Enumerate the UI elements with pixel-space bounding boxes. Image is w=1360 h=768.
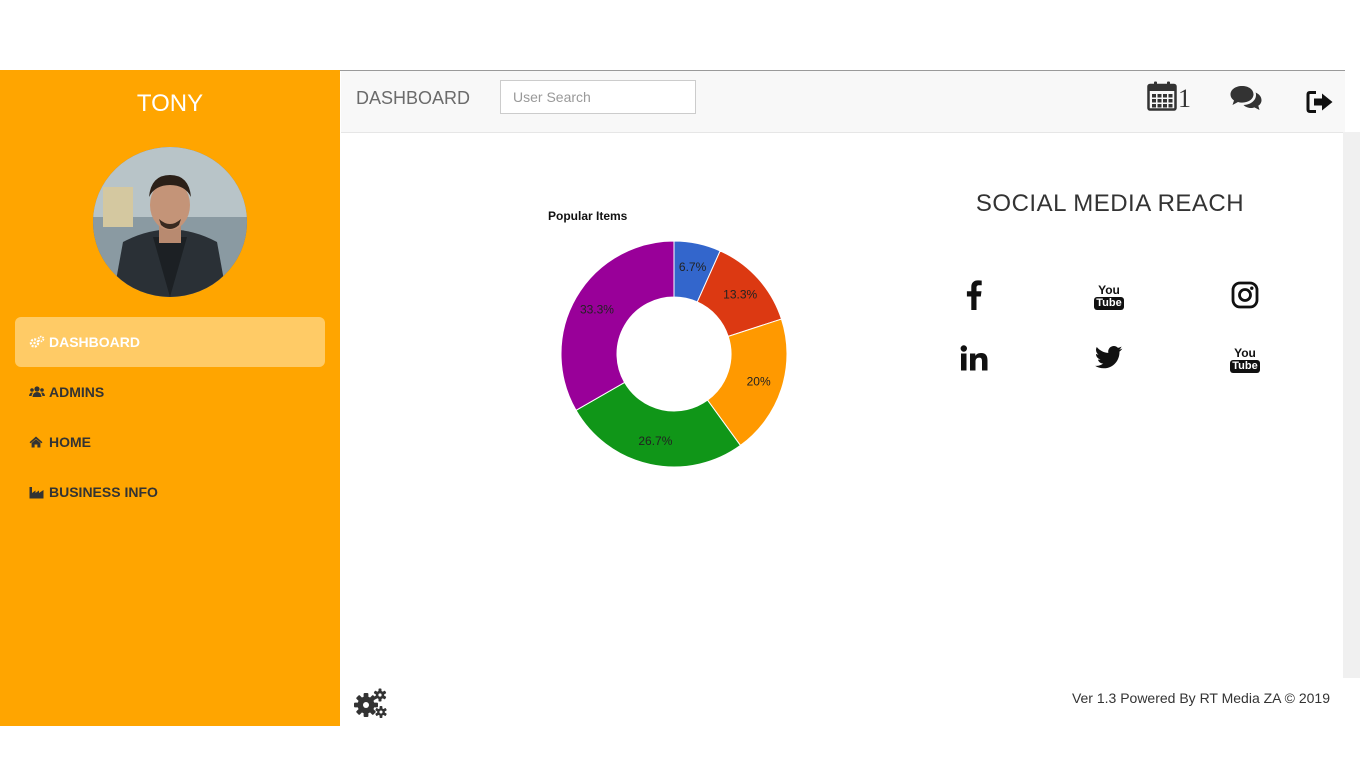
calendar-icon xyxy=(1147,81,1177,116)
instagram-link[interactable] xyxy=(1225,277,1265,317)
messages-button[interactable] xyxy=(1230,85,1262,116)
sidebar-item-label: DASHBOARD xyxy=(49,334,140,350)
sign-out-icon xyxy=(1306,90,1334,119)
popular-items-chart: 6.7% 13.3% 20% 26.7% 33.3% xyxy=(554,234,794,479)
sidebar-item-admins[interactable]: ADMINS xyxy=(15,367,325,417)
twitter-icon xyxy=(1094,346,1123,374)
logout-button[interactable] xyxy=(1306,90,1334,119)
youtube-link-2[interactable]: You Tube xyxy=(1225,340,1265,380)
chart-slice-label-2: 20% xyxy=(747,375,771,389)
sidebar-item-dashboard[interactable]: DASHBOARD xyxy=(15,317,325,367)
linkedin-link[interactable] xyxy=(954,340,994,380)
content-scrollbar[interactable] xyxy=(1343,132,1360,678)
sidebar-item-label: HOME xyxy=(49,434,91,450)
sidebar-item-label: BUSINESS INFO xyxy=(49,484,158,500)
sidebar-menu: DASHBOARD ADMINS HOME BUSINESS INFO xyxy=(15,317,325,517)
instagram-icon xyxy=(1231,281,1259,314)
comments-icon xyxy=(1230,85,1262,116)
twitter-link[interactable] xyxy=(1089,340,1129,380)
top-header: DASHBOARD 1 xyxy=(341,71,1345,133)
chart-slice-label-0: 6.7% xyxy=(679,260,707,274)
sidebar: TONY DASHBOARD ADMINS xyxy=(0,70,340,726)
chart-title: Popular Items xyxy=(548,209,628,223)
user-search-input[interactable] xyxy=(500,80,696,114)
youtube-tube-text: Tube xyxy=(1094,297,1124,310)
youtube-link[interactable]: You Tube xyxy=(1089,277,1129,317)
social-media-title: SOCIAL MEDIA REACH xyxy=(975,190,1245,217)
calendar-button[interactable]: 1 xyxy=(1147,81,1191,116)
user-name: TONY xyxy=(136,90,204,117)
youtube-tube-text: Tube xyxy=(1230,360,1260,373)
sidebar-item-label: ADMINS xyxy=(49,384,105,400)
calendar-count: 1 xyxy=(1178,83,1191,113)
facebook-link[interactable] xyxy=(954,277,994,317)
settings-button[interactable] xyxy=(354,688,388,723)
facebook-icon xyxy=(966,279,982,315)
youtube-icon: You Tube xyxy=(1230,346,1260,373)
chart-slice-3[interactable] xyxy=(575,381,742,468)
cogs-icon xyxy=(29,335,45,349)
chart-slice-4[interactable] xyxy=(560,240,675,411)
linkedin-icon xyxy=(960,344,988,376)
footer-version-text: Ver 1.3 Powered By RT Media ZA © 2019 xyxy=(1071,690,1330,706)
page-title: DASHBOARD xyxy=(356,88,471,108)
youtube-you-text: You xyxy=(1234,346,1256,360)
youtube-icon: You Tube xyxy=(1094,283,1124,310)
sidebar-item-home[interactable]: HOME xyxy=(15,417,325,467)
chart-slice-2[interactable] xyxy=(706,318,788,447)
youtube-you-text: You xyxy=(1098,283,1120,297)
avatar xyxy=(93,147,247,297)
sidebar-item-business-info[interactable]: BUSINESS INFO xyxy=(15,467,325,517)
industry-icon xyxy=(29,485,45,499)
users-icon xyxy=(29,385,45,399)
chart-slice-label-1: 13.3% xyxy=(723,288,757,302)
chart-slice-label-4: 33.3% xyxy=(580,302,614,316)
top-divider xyxy=(340,70,1345,71)
chart-slice-label-3: 26.7% xyxy=(638,434,672,448)
cogs-icon xyxy=(354,688,388,722)
home-icon xyxy=(29,435,45,449)
